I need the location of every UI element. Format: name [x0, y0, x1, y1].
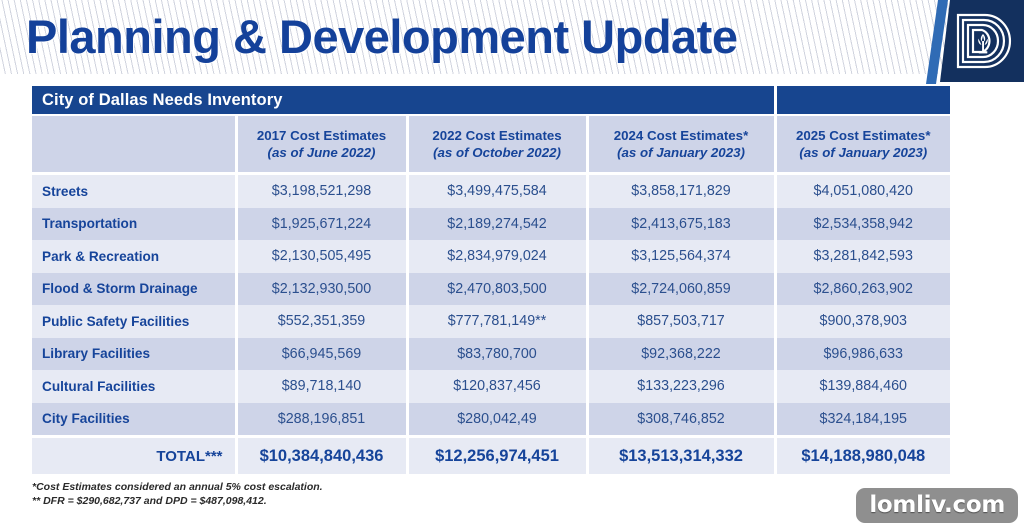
- row-category: Transportation: [32, 207, 238, 240]
- table-row: Public Safety Facilities $552,351,359 $7…: [32, 305, 950, 338]
- table-row: Flood & Storm Drainage $2,132,930,500 $2…: [32, 272, 950, 305]
- total-label: TOTAL***: [32, 438, 238, 474]
- cell-2024: $133,223,296: [587, 370, 777, 403]
- footnote-2: ** DFR = $290,682,737 and DPD = $487,098…: [32, 494, 267, 507]
- cell-2024: $308,746,852: [587, 402, 777, 435]
- cell-2022: $2,189,274,542: [407, 207, 589, 240]
- column-header-2017-main: 2017 Cost Estimates: [256, 128, 387, 143]
- page-title: Planning & Development Update: [26, 10, 738, 63]
- total-separator: [32, 435, 950, 438]
- watermark: lomliv.com: [856, 488, 1018, 523]
- cell-2024: $2,413,675,183: [587, 207, 777, 240]
- cell-2017: $2,130,505,495: [236, 240, 409, 273]
- cell-2022: $2,470,803,500: [407, 272, 589, 305]
- total-2017: $10,384,840,436: [236, 438, 409, 474]
- needs-inventory-table: City of Dallas Needs Inventory 2017 Cost…: [32, 86, 950, 474]
- cell-2017: $1,925,671,224: [236, 207, 409, 240]
- total-2024: $13,513,314,332: [587, 438, 777, 474]
- footnotes: *Cost Estimates considered an annual 5% …: [32, 481, 323, 508]
- column-header-2024-main: 2024 Cost Estimates*: [613, 128, 749, 143]
- cell-2025: $3,281,842,593: [775, 240, 950, 273]
- table-title-strip-right: [775, 86, 950, 116]
- header-separator: [32, 172, 950, 175]
- cell-2017: $66,945,569: [236, 337, 409, 370]
- table-row: City Facilities $288,196,851 $280,042,49…: [32, 402, 950, 435]
- table-row: Cultural Facilities $89,718,140 $120,837…: [32, 370, 950, 403]
- cell-2025: $4,051,080,420: [775, 175, 950, 208]
- column-header-2022-sub: (as of October 2022): [433, 145, 561, 160]
- row-category: Cultural Facilities: [32, 370, 238, 403]
- cell-2025: $324,184,195: [775, 402, 950, 435]
- cell-2025: $96,986,633: [775, 337, 950, 370]
- column-header-2022-main: 2022 Cost Estimates: [432, 128, 562, 143]
- table-row: Library Facilities $66,945,569 $83,780,7…: [32, 337, 950, 370]
- total-2025: $14,188,980,048: [775, 438, 950, 474]
- cell-2024: $857,503,717: [587, 305, 777, 338]
- cell-2024: $3,858,171,829: [587, 175, 777, 208]
- cell-2022: $280,042,49: [407, 402, 589, 435]
- city-of-dallas-d-icon: [956, 13, 1012, 69]
- cell-2017: $288,196,851: [236, 402, 409, 435]
- cell-2024: $92,368,222: [587, 337, 777, 370]
- total-2022: $12,256,974,451: [407, 438, 589, 474]
- column-header-2024-sub: (as of January 2023): [617, 145, 745, 160]
- row-category: Public Safety Facilities: [32, 305, 238, 338]
- cell-2025: $139,884,460: [775, 370, 950, 403]
- cell-2025: $2,534,358,942: [775, 207, 950, 240]
- column-header-2025: 2025 Cost Estimates* (as of January 2023…: [775, 115, 950, 172]
- cell-2017: $3,198,521,298: [236, 175, 409, 208]
- row-category: Library Facilities: [32, 337, 238, 370]
- cell-2024: $2,724,060,859: [587, 272, 777, 305]
- cell-2017: $89,718,140: [236, 370, 409, 403]
- cell-2022: $2,834,979,024: [407, 240, 589, 273]
- column-header-category: [32, 115, 238, 172]
- table-title-strip-row: City of Dallas Needs Inventory: [32, 86, 950, 116]
- table-row: Park & Recreation $2,130,505,495 $2,834,…: [32, 240, 950, 273]
- cell-2024: $3,125,564,374: [587, 240, 777, 273]
- row-category: Park & Recreation: [32, 240, 238, 273]
- table-total-row: TOTAL*** $10,384,840,436 $12,256,974,451…: [32, 438, 950, 474]
- column-header-2022: 2022 Cost Estimates (as of October 2022): [407, 115, 589, 172]
- footnote-1: *Cost Estimates considered an annual 5% …: [32, 481, 323, 493]
- cell-2022: $120,837,456: [407, 370, 589, 403]
- cell-2022: $777,781,149**: [407, 305, 589, 338]
- row-category: Streets: [32, 175, 238, 208]
- column-header-2024: 2024 Cost Estimates* (as of January 2023…: [587, 115, 777, 172]
- table-header-row: 2017 Cost Estimates (as of June 2022) 20…: [32, 115, 950, 172]
- column-header-2025-main: 2025 Cost Estimates*: [795, 128, 931, 143]
- city-logo-block: [940, 0, 1024, 82]
- row-category: Flood & Storm Drainage: [32, 272, 238, 305]
- slide-header-band: Planning & Development Update: [0, 0, 1024, 80]
- cell-2022: $3,499,475,584: [407, 175, 589, 208]
- table-title: City of Dallas Needs Inventory: [32, 86, 777, 116]
- table-row: Streets $3,198,521,298 $3,499,475,584 $3…: [32, 175, 950, 208]
- row-category: City Facilities: [32, 402, 238, 435]
- cell-2025: $2,860,263,902: [775, 272, 950, 305]
- cell-2022: $83,780,700: [407, 337, 589, 370]
- cell-2017: $552,351,359: [236, 305, 409, 338]
- table-row: Transportation $1,925,671,224 $2,189,274…: [32, 207, 950, 240]
- column-header-2025-sub: (as of January 2023): [799, 145, 928, 160]
- column-header-2017-sub: (as of June 2022): [267, 145, 376, 160]
- column-header-2017: 2017 Cost Estimates (as of June 2022): [236, 115, 409, 172]
- cell-2017: $2,132,930,500: [236, 272, 409, 305]
- needs-inventory-table-container: City of Dallas Needs Inventory 2017 Cost…: [32, 86, 950, 474]
- cell-2025: $900,378,903: [775, 305, 950, 338]
